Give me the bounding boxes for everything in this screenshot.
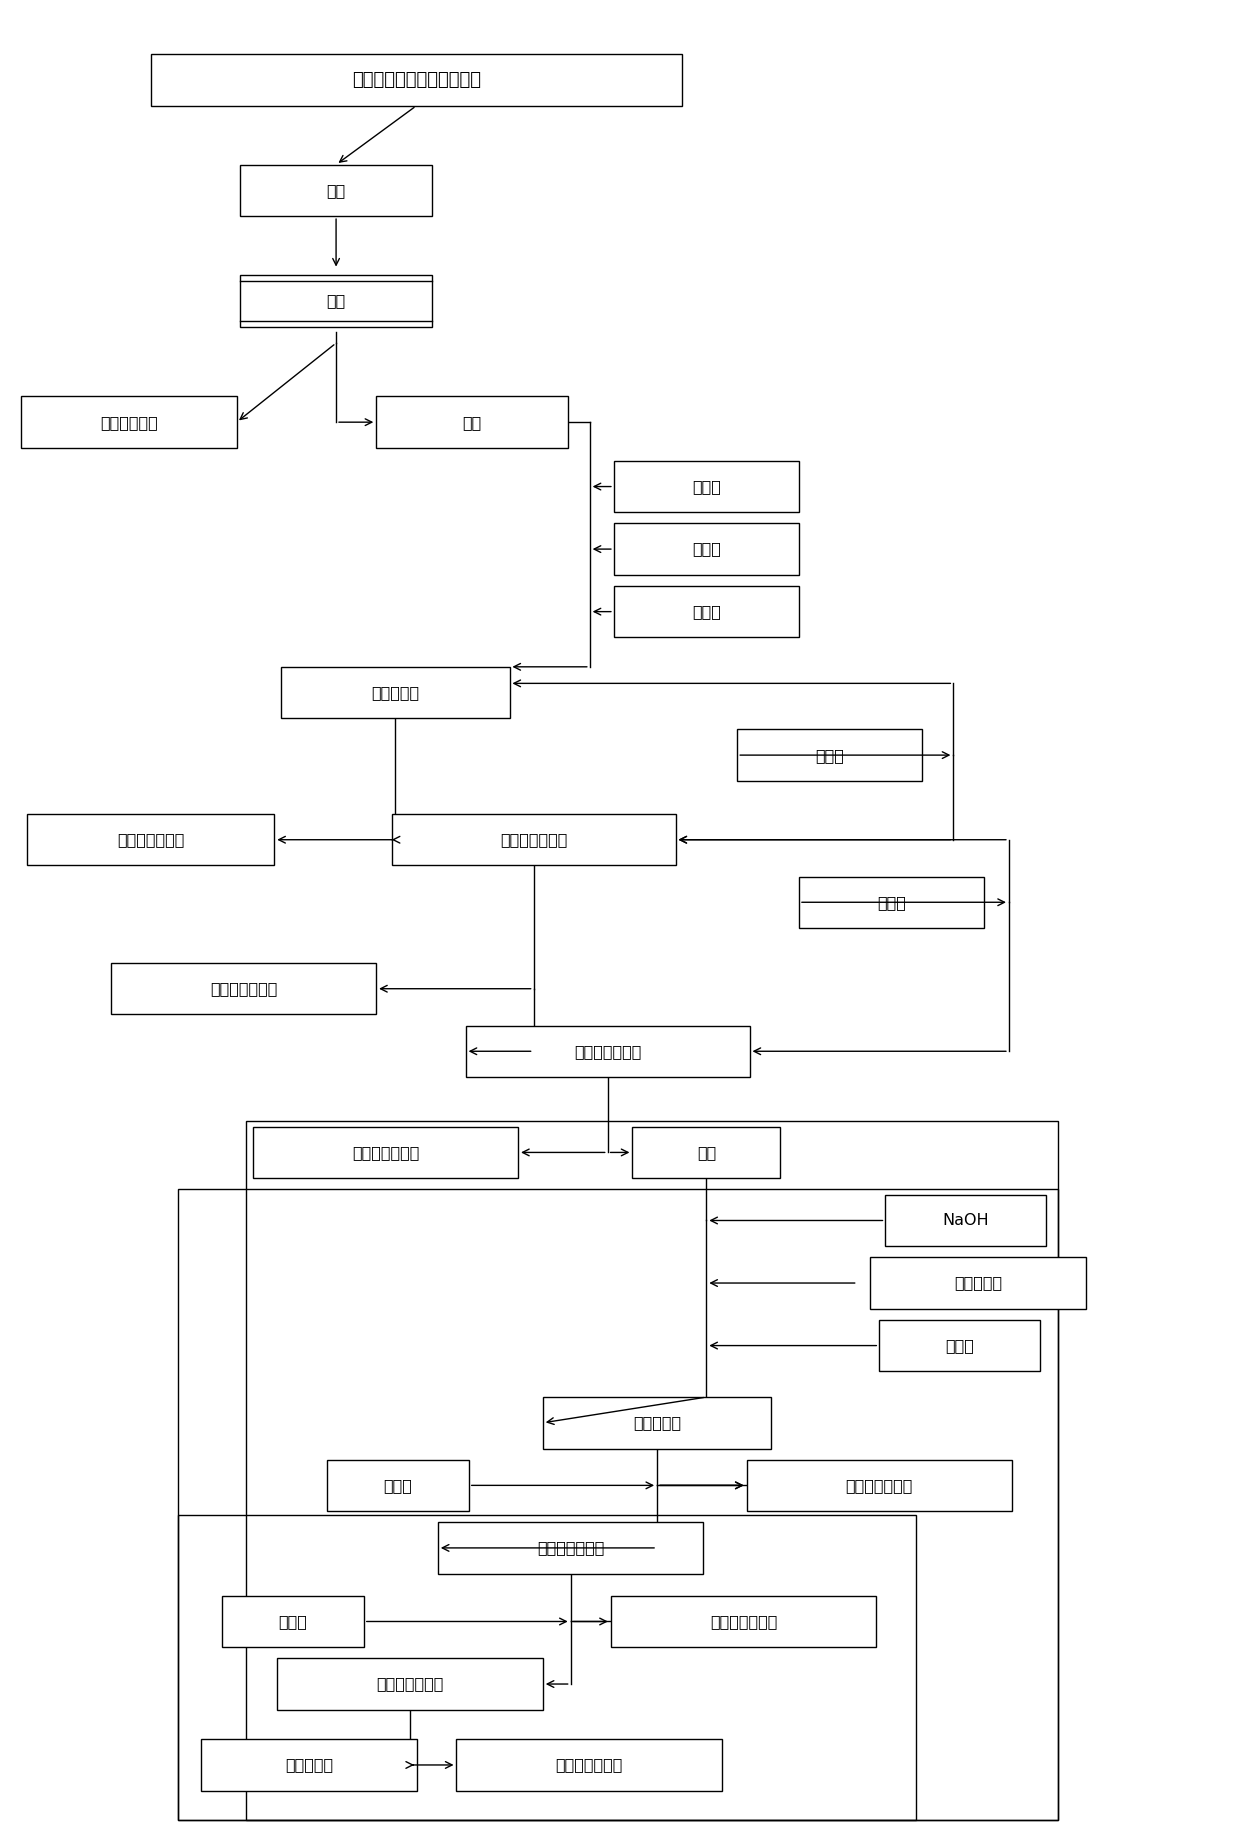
Bar <box>611 1596 877 1648</box>
Text: 一次正浮选精选: 一次正浮选精选 <box>537 1541 604 1555</box>
Text: 一次反浮选尾矿: 一次反浮选尾矿 <box>210 982 278 996</box>
Bar <box>179 1190 1058 1821</box>
Bar <box>879 1319 1039 1371</box>
Bar <box>632 1127 780 1179</box>
Bar <box>278 1659 543 1710</box>
Bar <box>21 397 237 448</box>
Text: 十二胺: 十二胺 <box>877 895 906 910</box>
Text: 一次反浮选精选: 一次反浮选精选 <box>500 832 567 847</box>
Text: 十二胺: 十二胺 <box>692 542 720 557</box>
Text: 正浮选粗选尾矿: 正浮选粗选尾矿 <box>846 1478 913 1493</box>
Text: 二次反浮选尾矿: 二次反浮选尾矿 <box>352 1146 419 1161</box>
Bar <box>614 524 799 576</box>
Text: 水镁石精矿: 水镁石精矿 <box>285 1758 334 1773</box>
Bar <box>870 1256 1086 1308</box>
Bar <box>885 1196 1045 1245</box>
Bar <box>281 666 510 718</box>
Text: 含铁脉石矿物: 含铁脉石矿物 <box>99 415 157 430</box>
Bar <box>799 876 985 928</box>
Text: 水玻璃: 水玻璃 <box>692 480 720 494</box>
Bar <box>327 1459 469 1511</box>
Text: NaOH: NaOH <box>942 1212 990 1229</box>
Text: 松醇油: 松醇油 <box>692 603 720 620</box>
Bar <box>376 397 568 448</box>
Bar <box>614 461 799 513</box>
Bar <box>151 54 682 105</box>
Bar <box>241 275 432 327</box>
Bar <box>241 164 432 216</box>
Bar <box>222 1596 363 1648</box>
Text: 油酸钠: 油酸钠 <box>279 1614 308 1629</box>
Text: 油酸钠: 油酸钠 <box>383 1478 412 1493</box>
Text: 二次正浮选尾矿: 二次正浮选尾矿 <box>556 1758 622 1773</box>
Text: 二次反浮选精选: 二次反浮选精选 <box>574 1044 641 1059</box>
Bar <box>543 1397 771 1448</box>
Text: 正浮选粗选: 正浮选粗选 <box>632 1415 681 1430</box>
Text: 球磨: 球磨 <box>326 183 346 197</box>
Text: 六偏磷酸钠: 六偏磷酸钠 <box>954 1275 1002 1290</box>
Text: 一次正浮选尾矿: 一次正浮选尾矿 <box>709 1614 777 1629</box>
Text: 调浆: 调浆 <box>463 415 481 430</box>
Text: 油酸钠: 油酸钠 <box>945 1338 973 1352</box>
Bar <box>614 587 799 637</box>
Text: 二次正浮选精选: 二次正浮选精选 <box>377 1677 444 1692</box>
Bar <box>110 963 376 1015</box>
Text: 反浮选粗选: 反浮选粗选 <box>371 684 419 699</box>
Bar <box>738 729 923 780</box>
Bar <box>246 1122 1058 1821</box>
Bar <box>466 1026 750 1077</box>
Bar <box>27 814 274 865</box>
Bar <box>201 1740 417 1791</box>
Bar <box>253 1127 518 1179</box>
Bar <box>746 1459 1012 1511</box>
Text: 磁选: 磁选 <box>326 293 346 308</box>
Bar <box>456 1740 722 1791</box>
Bar <box>438 1522 703 1574</box>
Bar <box>179 1515 916 1821</box>
Text: 高硅高钙高铁低品级水镁石: 高硅高钙高铁低品级水镁石 <box>352 72 481 89</box>
Text: 调浆: 调浆 <box>697 1146 715 1161</box>
Text: 十二胺: 十二胺 <box>816 747 844 762</box>
Text: 反浮选粗选尾矿: 反浮选粗选尾矿 <box>118 832 185 847</box>
Bar <box>392 814 676 865</box>
